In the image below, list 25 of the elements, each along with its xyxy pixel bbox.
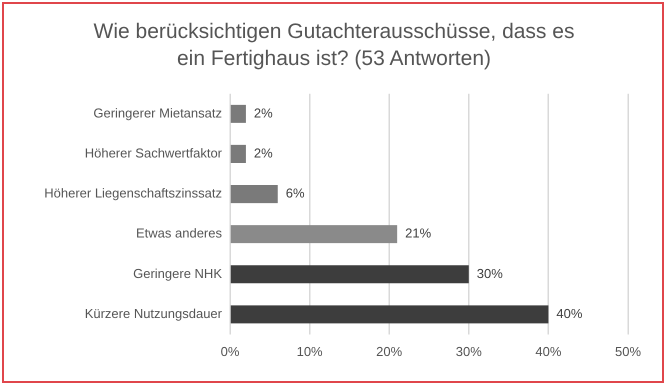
data-label: 2% — [254, 105, 274, 120]
data-label: 21% — [405, 226, 432, 241]
data-label: 40% — [556, 306, 583, 321]
x-tick-label: 50% — [614, 344, 642, 359]
chart-title: Wie berücksichtigen Gutachterausschüsse, dass es ein Fertighaus ist? (53 Antworten) — [92, 19, 576, 72]
x-tick-label: 40% — [535, 344, 562, 359]
x-tick-label: 10% — [296, 344, 324, 359]
x-tick-label: 20% — [376, 344, 403, 359]
y-tick-label: Etwas anderes — [136, 226, 222, 241]
x-tick-label: 30% — [456, 344, 482, 359]
data-label: 6% — [286, 186, 305, 201]
bar — [230, 265, 469, 284]
bar — [230, 305, 548, 324]
bar — [230, 225, 398, 244]
bar — [230, 104, 246, 123]
y-tick-label: Höherer Liegenschaftszinssatz — [44, 186, 222, 201]
data-label: 2% — [254, 146, 274, 161]
bar — [230, 144, 246, 163]
y-tick-label: Kürzere Nutzungsdauer — [84, 306, 223, 321]
y-tick-label: Geringerer Mietansatz — [93, 105, 222, 120]
data-label: 30% — [476, 266, 504, 281]
x-tick-label: 0% — [220, 344, 240, 359]
y-tick-label: Geringere NHK — [133, 266, 222, 281]
y-tick-label: Höherer Sachwertfaktor — [84, 146, 223, 161]
bar — [230, 185, 278, 204]
